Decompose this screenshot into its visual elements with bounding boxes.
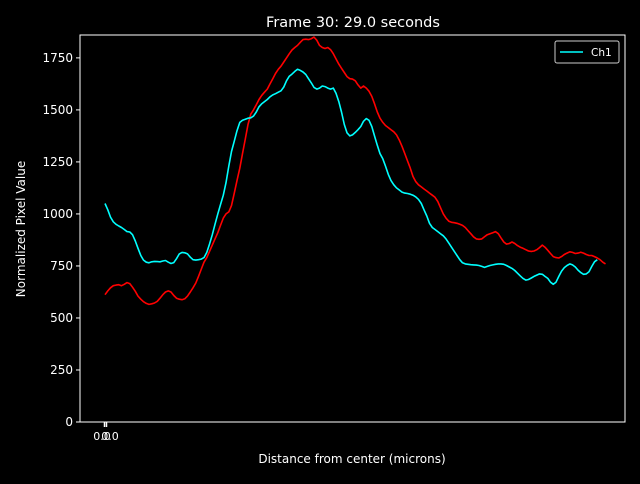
y-axis-label: Normalized Pixel Value xyxy=(14,161,28,297)
y-tick-label: 1750 xyxy=(42,51,73,65)
x-axis-label: Distance from center (microns) xyxy=(258,452,445,466)
y-tick-label: 1250 xyxy=(42,155,73,169)
y-tick-label: 500 xyxy=(50,311,73,325)
y-tick-label: 1000 xyxy=(42,207,73,221)
legend-box xyxy=(554,40,620,64)
y-tick-label: 750 xyxy=(50,259,73,273)
y-tick-label: 1500 xyxy=(42,103,73,117)
series-line-series-2 xyxy=(104,36,606,306)
y-tick-label: 250 xyxy=(50,363,73,377)
legend-label: Ch1 xyxy=(591,47,612,59)
x-tick-label: 0.0 xyxy=(93,430,111,443)
plot-frame xyxy=(79,34,626,423)
chart-marks: 0 250 500 750 1000 1250 1500 1750 0.00.0 Ch1 xyxy=(42,34,626,443)
y-tick-label: 0 xyxy=(65,415,73,429)
chart-title: Frame 30: 29.0 seconds xyxy=(266,15,440,31)
x-tick-label: 0.0 xyxy=(101,430,119,443)
series-line-ch1 xyxy=(104,68,598,286)
